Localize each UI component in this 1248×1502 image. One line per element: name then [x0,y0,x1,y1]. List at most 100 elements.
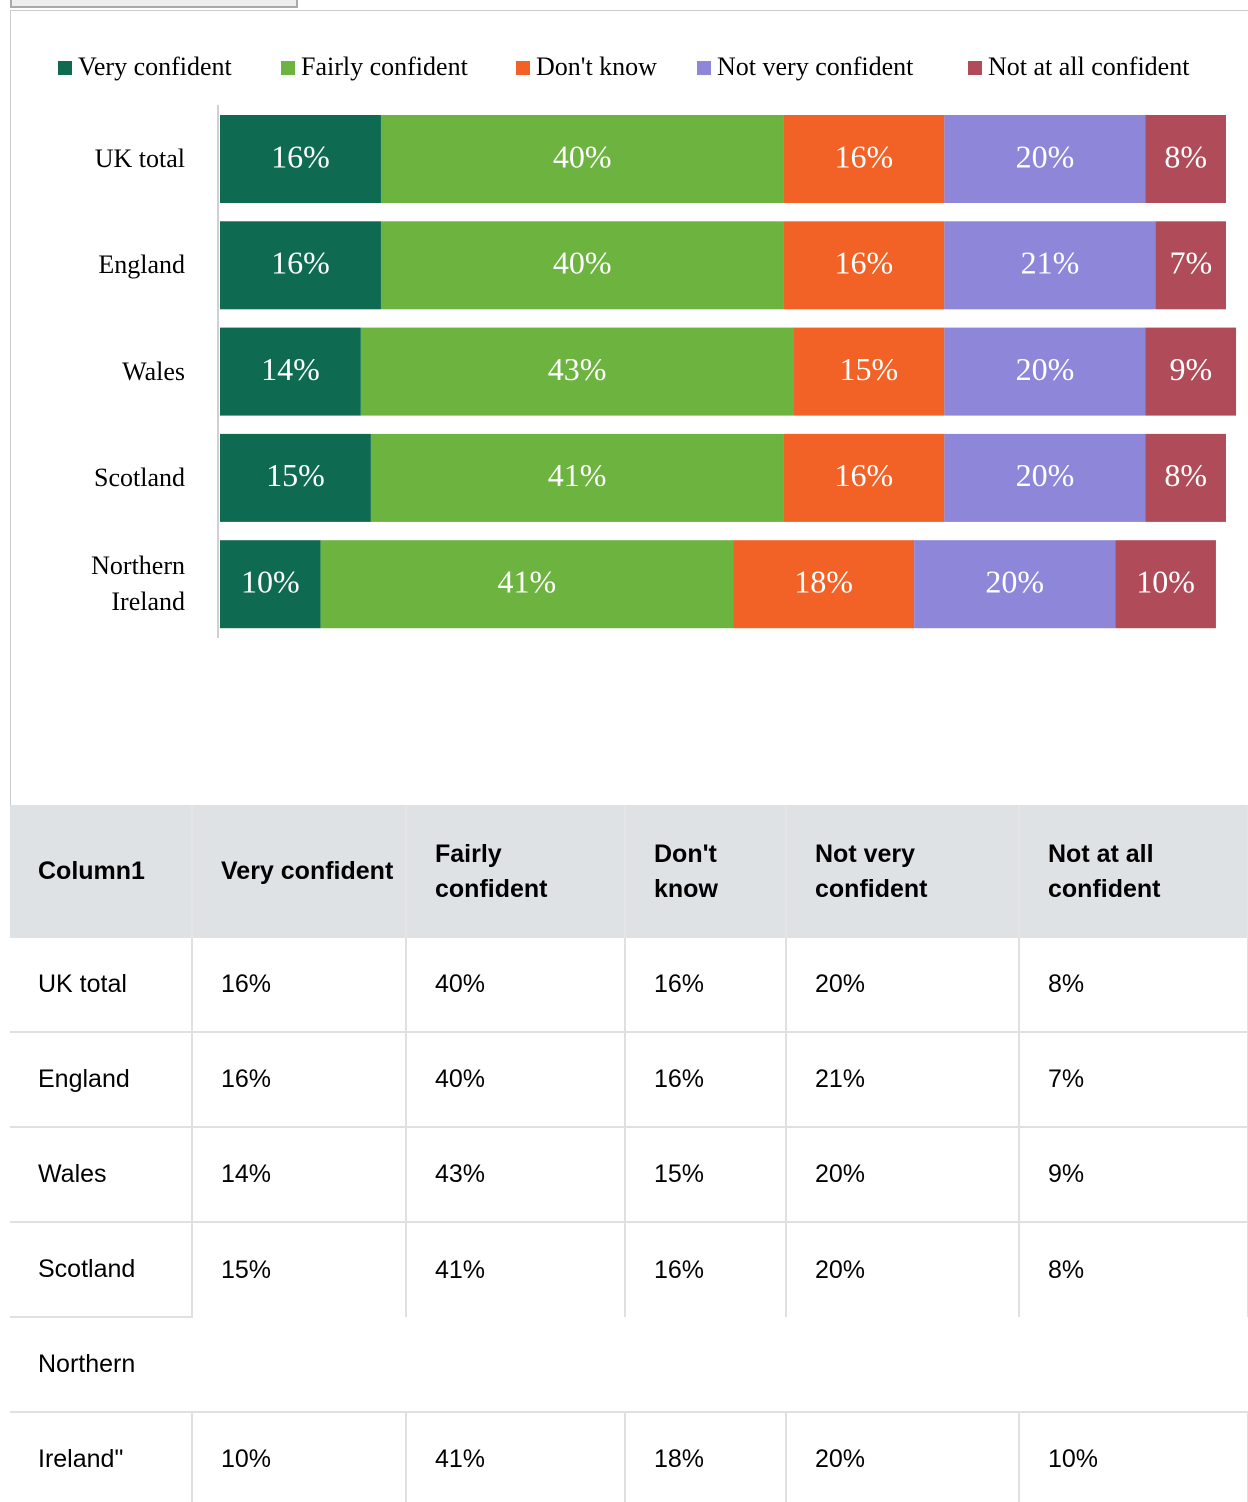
table-cell: 20% [786,1222,1020,1317]
table-cell: 8% [1019,1222,1248,1317]
table-cell: 16% [192,938,407,1033]
value-label: 8% [1164,457,1207,493]
value-label: 43% [548,351,607,387]
value-label: 20% [1016,457,1075,493]
value-label: 16% [835,138,894,174]
table-row: England 16% 40% 16% 21% 7% [10,1032,1248,1128]
table-cell: Northern [10,1317,1248,1413]
legend-swatch [58,61,72,75]
table-row: Ireland" 10% 41% 18% 20% 10% [10,1412,1248,1502]
legend-swatch [968,61,982,75]
table-cell: 15% [192,1222,407,1317]
bar-segment [380,221,784,310]
bar-segment [914,540,1116,629]
value-label: 21% [1021,245,1080,281]
table-cell: 10% [192,1412,407,1502]
header-row: Column1 Very confident Fairly confident Don… [10,805,1248,938]
value-label: 16% [835,457,894,493]
value-label: 15% [840,351,899,387]
table-cell: 20% [786,1127,1020,1223]
value-label: 8% [1164,138,1207,174]
legend-label: Not very confident [717,52,914,81]
table-cell: 18% [625,1412,787,1502]
header-cell: Very confident [192,805,407,938]
value-label: 20% [1016,351,1075,387]
bar-segment [370,433,784,522]
table-cell: 40% [406,938,626,1033]
bar-segment [220,221,381,310]
value-label: 40% [553,138,612,174]
table-cell: 16% [625,1032,787,1128]
table-cell: Ireland" [10,1412,193,1502]
category-label: UK total [94,144,185,173]
category-label: Wales [122,356,185,386]
bar-segment [783,115,945,203]
table-row: Scotland 15% 41% 16% 20% 8% [10,1222,1248,1318]
bar-segment [1145,115,1226,203]
legend-label: Not at all confident [988,52,1190,81]
table-cell: England [10,1032,193,1128]
table-body: UK total 16% 40% 16% 20% 8% England 16% 40% 16% 21… [10,938,1248,1502]
bar-segment [320,540,734,629]
value-label: 41% [548,457,607,493]
table-cell: 8% [1019,938,1248,1033]
bar-segment [783,221,945,310]
category-label: England [98,250,185,280]
value-label: 7% [1169,245,1212,281]
chart-panel [10,10,1248,806]
value-label: 16% [271,138,330,174]
tab [10,0,298,8]
legend-label: Very confident [78,52,233,81]
table-cell: 16% [625,938,787,1033]
value-label: 40% [553,245,612,281]
legend-swatch [516,61,530,75]
data-table: Column1 Very confident Fairly confident Don… [10,805,1248,1502]
header-cell: Not very confident [786,805,1020,938]
table-cell: 20% [786,1412,1020,1502]
table-cell: Scotland [10,1222,193,1318]
table-cell: 9% [1019,1127,1248,1223]
value-label: 10% [1136,564,1195,600]
bar-segment [220,115,381,203]
table-cell: 43% [406,1127,626,1223]
value-label: 9% [1169,351,1212,387]
table-cell: 40% [406,1032,626,1128]
table-cell: 15% [625,1127,787,1223]
chart: Very confident Fairly confident Don't know… [58,52,1237,638]
table-cell: 41% [406,1412,626,1502]
table-row: Northern [10,1317,1248,1413]
table-cell: 10% [1019,1412,1248,1502]
legend-swatch [281,61,295,75]
table-cell: 14% [192,1127,407,1223]
bar-segment [733,540,915,629]
bar-segment [220,540,321,629]
table-row: UK total 16% 40% 16% 20% 8% [10,938,1248,1033]
header-cell: Fairly confident [406,805,626,938]
value-label: 16% [271,245,330,281]
value-label: 20% [1016,138,1075,174]
category-label: Scotland [94,462,185,492]
value-label: 10% [241,564,300,600]
table-cell: 16% [625,1222,787,1317]
bar-segment [1155,221,1226,310]
bar-segment [380,115,784,203]
bar-segment [793,327,945,416]
table-cell: UK total [10,938,193,1033]
table-row: Wales 14% 43% 15% 20% 9% [10,1127,1248,1223]
value-label: 41% [498,564,557,600]
header-cell: Don't know [625,805,787,938]
legend-swatch [697,61,711,75]
bar-segment [1145,327,1237,416]
bar-segment [944,433,1146,522]
category-label: Northern Ireland [91,551,185,617]
bar-segment [360,327,794,416]
value-label: 15% [266,457,325,493]
legend-label: Don't know [536,52,657,81]
legend-label: Fairly confident [301,52,469,81]
table-cell: Wales [10,1127,193,1223]
bar-segment [944,327,1146,416]
bar-segment [220,433,371,522]
bar-segment [1115,540,1216,629]
bar-segment [944,221,1156,310]
